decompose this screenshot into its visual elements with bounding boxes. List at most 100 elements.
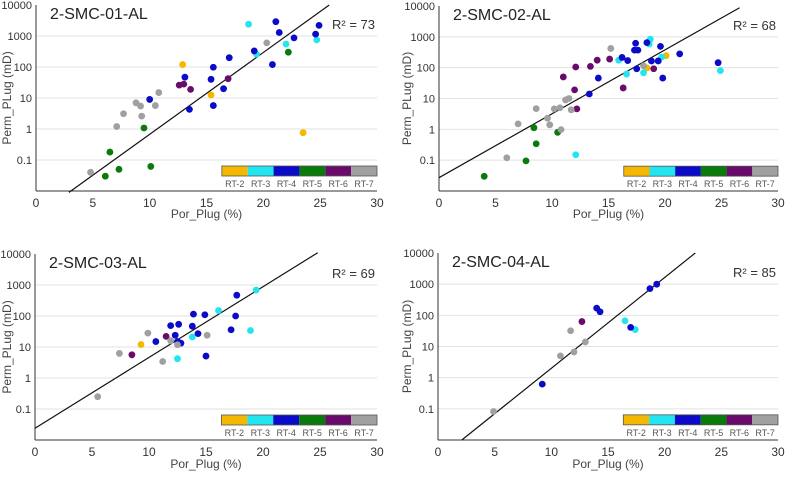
legend-label: RT-3 [652,428,671,438]
data-point-rt-4 [227,326,235,334]
legend-label: RT-4 [678,179,697,189]
data-point-rt-4 [624,57,632,64]
y-tick-label: 0.1 [16,404,31,416]
data-point-rt-4 [659,74,667,82]
data-point-rt-6 [128,351,136,359]
legend-swatch [752,166,778,177]
x-tick-label: 30 [771,445,785,459]
data-point-rt-7 [567,106,575,114]
data-point-rt-7 [503,154,511,162]
legend-label: RT-6 [730,179,749,189]
data-point-rt-4 [269,61,276,68]
data-point-rt-7 [546,121,554,129]
data-point-rt-5 [480,172,488,180]
chart-title: 2-SMC-01-AL [50,6,148,23]
data-point-rt-4 [312,30,320,38]
legend-swatch [700,414,727,425]
data-point-rt-6 [572,63,580,71]
data-point-rt-7 [581,338,589,346]
x-tick-label: 15 [200,196,214,210]
data-point-rt-4 [714,59,722,67]
x-tick-label: 10 [142,445,156,459]
data-point-rt-3 [245,20,252,28]
data-point-rt-7 [565,95,573,102]
data-point-rt-4 [634,46,642,54]
legend-swatch [325,415,352,425]
x-tick-label: 5 [492,196,499,210]
data-point-rt-4 [181,73,189,81]
data-point-rt-6 [650,65,658,73]
legend-label: RT-5 [302,428,321,438]
data-point-rt-4 [194,330,202,338]
data-point-rt-7 [115,350,123,357]
data-point-rt-4 [188,322,196,330]
data-point-rt-4 [654,57,662,65]
data-point-rt-7 [155,89,163,96]
data-point-rt-7 [532,105,540,113]
data-point-rt-3 [247,327,254,334]
legend-swatch [623,414,650,425]
data-point-rt-4 [632,39,640,47]
data-point-rt-4 [171,331,179,339]
data-point-rt-4 [175,320,183,328]
legend-label: RT-2 [225,428,244,438]
y-tick-label: 10000 [0,249,31,261]
legend-swatch [299,415,326,425]
x-tick-label: 25 [715,445,729,459]
data-point-rt-7 [550,105,558,113]
data-point-rt-5 [284,48,292,56]
data-point-rt-3 [623,70,630,78]
x-tick-label: 10 [545,445,559,459]
data-point-rt-7 [570,348,578,356]
legend-swatch [247,166,274,176]
y-tick-label: 1000 [7,280,31,292]
y-tick-label: 0.1 [17,155,32,167]
legend-swatch [700,166,727,177]
chart-panel-3: 0.1 1 10 100 1000 10000 0 5 10 15 20 25 30 Por_Plug (… [0,240,400,480]
scatter-chart: 0.1 1 10 100 1000 10000 0 5 10 15 20 25 30 Por_Plug (… [0,0,384,221]
data-point-rt-4 [201,311,209,319]
data-point-rt-6 [162,332,170,340]
data-point-rt-4 [202,352,210,360]
legend-label: RT-5 [303,179,322,189]
legend-label: RT-3 [653,179,672,189]
data-point-rt-2 [137,341,145,348]
data-point-rt-3 [174,355,181,363]
data-point-rt-3 [640,69,647,77]
data-point-rt-4 [152,338,160,345]
data-point-rt-7 [120,110,127,118]
data-point-rt-7 [203,331,211,339]
chart-panel-1: 0.1 1 10 100 1000 10000 0 5 10 15 20 25 30 Por_Plug (… [0,0,400,240]
data-point-rt-6 [224,75,232,83]
data-point-rt-3 [716,67,724,75]
data-point-rt-5 [522,157,530,165]
x-tick-label: 0 [436,196,443,210]
data-point-rt-7 [607,45,615,52]
data-point-rt-7 [640,62,647,70]
data-point-rt-4 [653,280,661,288]
x-tick-label: 25 [313,196,327,210]
x-tick-label: 20 [257,196,271,210]
y-tick-label: 100 [14,62,32,74]
legend-label: RT-4 [678,428,697,438]
legend-swatch [649,166,676,177]
data-point-rt-4 [209,63,217,71]
data-point-rt-4 [676,50,684,58]
data-point-rt-7 [556,104,564,112]
data-point-rt-7 [167,337,175,345]
x-tick-label: 0 [435,445,442,459]
data-point-rt-4 [146,96,154,103]
data-point-rt-4 [646,285,654,293]
data-point-rt-4 [233,291,241,299]
data-point-rt-7 [94,393,102,401]
data-point-rt-3 [621,317,629,325]
r-squared-label: R² = 69 [332,266,375,281]
data-point-rt-4 [190,310,197,318]
legend-swatch [623,166,650,177]
legend-swatch [351,415,377,425]
legend-label: RT-4 [277,179,296,189]
y-axis-label: Perm_PLug (mD) [0,51,14,144]
y-tick-label: 1 [25,373,31,385]
data-point-rt-7 [137,102,144,110]
x-tick-label: 10 [545,196,559,210]
